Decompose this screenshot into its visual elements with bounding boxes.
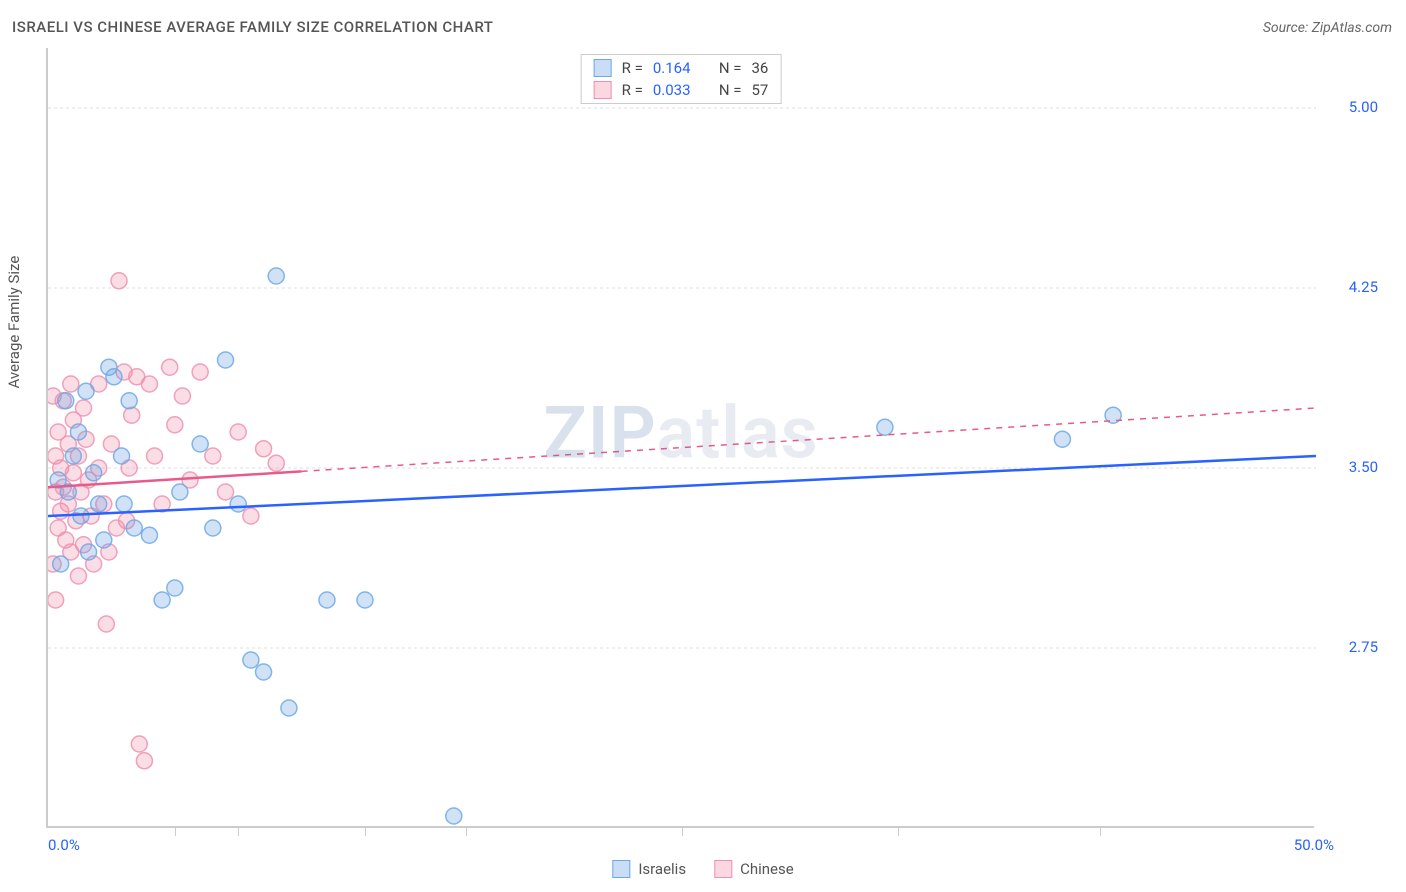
- chart-title: ISRAELI VS CHINESE AVERAGE FAMILY SIZE C…: [12, 18, 493, 36]
- stats-legend-box: R = 0.164 N = 36 R = 0.033 N = 57: [581, 54, 782, 104]
- y-tick-label: 2.75: [1349, 638, 1378, 656]
- n-value-israelis: 36: [751, 59, 768, 77]
- bottom-legend: Israelis Chinese: [612, 860, 793, 878]
- x-tick: [898, 826, 899, 836]
- source-label: Source: ZipAtlas.com: [1263, 20, 1392, 36]
- x-axis-min-label: 0.0%: [48, 836, 80, 854]
- y-axis-label: Average Family Size: [5, 256, 23, 389]
- stats-row-chinese: R = 0.033 N = 57: [586, 79, 777, 101]
- x-tick: [466, 826, 467, 836]
- legend-item-israelis: Israelis: [612, 860, 686, 878]
- swatch-chinese: [594, 81, 612, 99]
- x-tick: [682, 826, 683, 836]
- swatch-israelis: [594, 59, 612, 77]
- legend-label-israelis: Israelis: [638, 860, 686, 878]
- y-tick-label: 5.00: [1349, 98, 1378, 116]
- n-value-chinese: 57: [751, 81, 768, 99]
- x-tick: [365, 826, 366, 836]
- r-value-israelis: 0.164: [653, 59, 703, 77]
- r-label: R =: [622, 81, 643, 99]
- swatch-chinese: [714, 860, 732, 878]
- n-label: N =: [719, 81, 742, 99]
- n-label: N =: [719, 59, 742, 77]
- stats-row-israelis: R = 0.164 N = 36: [586, 57, 777, 79]
- y-tick-label: 3.50: [1349, 458, 1378, 476]
- plot-area: ZIPatlas R = 0.164 N = 36 R = 0.033 N = …: [46, 48, 1314, 828]
- x-tick: [175, 826, 176, 836]
- x-tick: [1100, 826, 1101, 836]
- x-tick: [238, 826, 239, 836]
- chart-svg: [48, 48, 1316, 828]
- swatch-israelis: [612, 860, 630, 878]
- r-label: R =: [622, 59, 643, 77]
- x-axis-max-label: 50.0%: [1294, 836, 1334, 854]
- legend-item-chinese: Chinese: [714, 860, 794, 878]
- r-value-chinese: 0.033: [653, 81, 703, 99]
- legend-label-chinese: Chinese: [740, 860, 794, 878]
- y-tick-label: 4.25: [1349, 278, 1378, 296]
